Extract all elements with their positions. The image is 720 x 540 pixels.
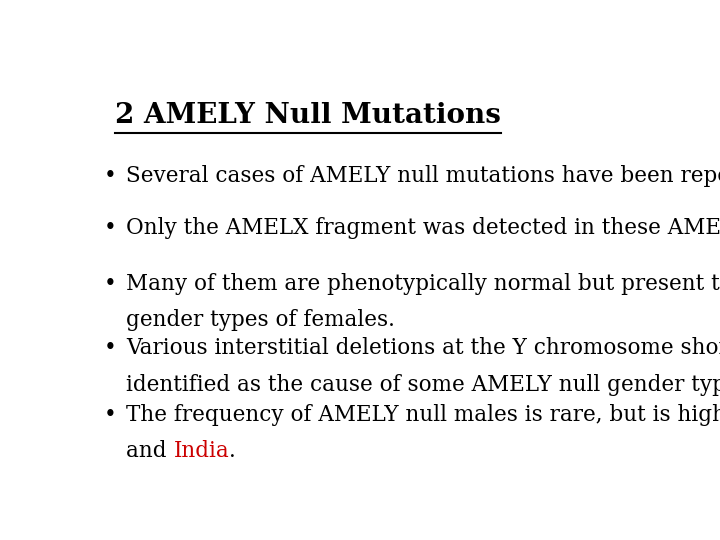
- Text: •: •: [104, 217, 117, 239]
- Text: •: •: [104, 404, 117, 426]
- Text: India: India: [174, 440, 230, 462]
- Text: .: .: [230, 440, 236, 462]
- Text: 2 AMELY Null Mutations: 2 AMELY Null Mutations: [115, 102, 501, 129]
- Text: •: •: [104, 273, 117, 295]
- Text: and: and: [126, 440, 174, 462]
- Text: •: •: [104, 337, 117, 359]
- Text: The frequency of AMELY null males is rare, but is higher in: The frequency of AMELY null males is rar…: [126, 404, 720, 426]
- Text: gender types of females.: gender types of females.: [126, 309, 395, 332]
- Text: Only the AMELX fragment was detected in these AMELY null males.: Only the AMELX fragment was detected in …: [126, 217, 720, 239]
- Text: identified as the cause of some AMELY null gender typing.: identified as the cause of some AMELY nu…: [126, 374, 720, 396]
- Text: Various interstitial deletions at the Y chromosome short arm have been: Various interstitial deletions at the Y …: [126, 337, 720, 359]
- Text: Many of them are phenotypically normal but present the AMEL: Many of them are phenotypically normal b…: [126, 273, 720, 295]
- Text: Several cases of AMELY null mutations have been reported.: Several cases of AMELY null mutations ha…: [126, 165, 720, 187]
- Text: •: •: [104, 165, 117, 187]
